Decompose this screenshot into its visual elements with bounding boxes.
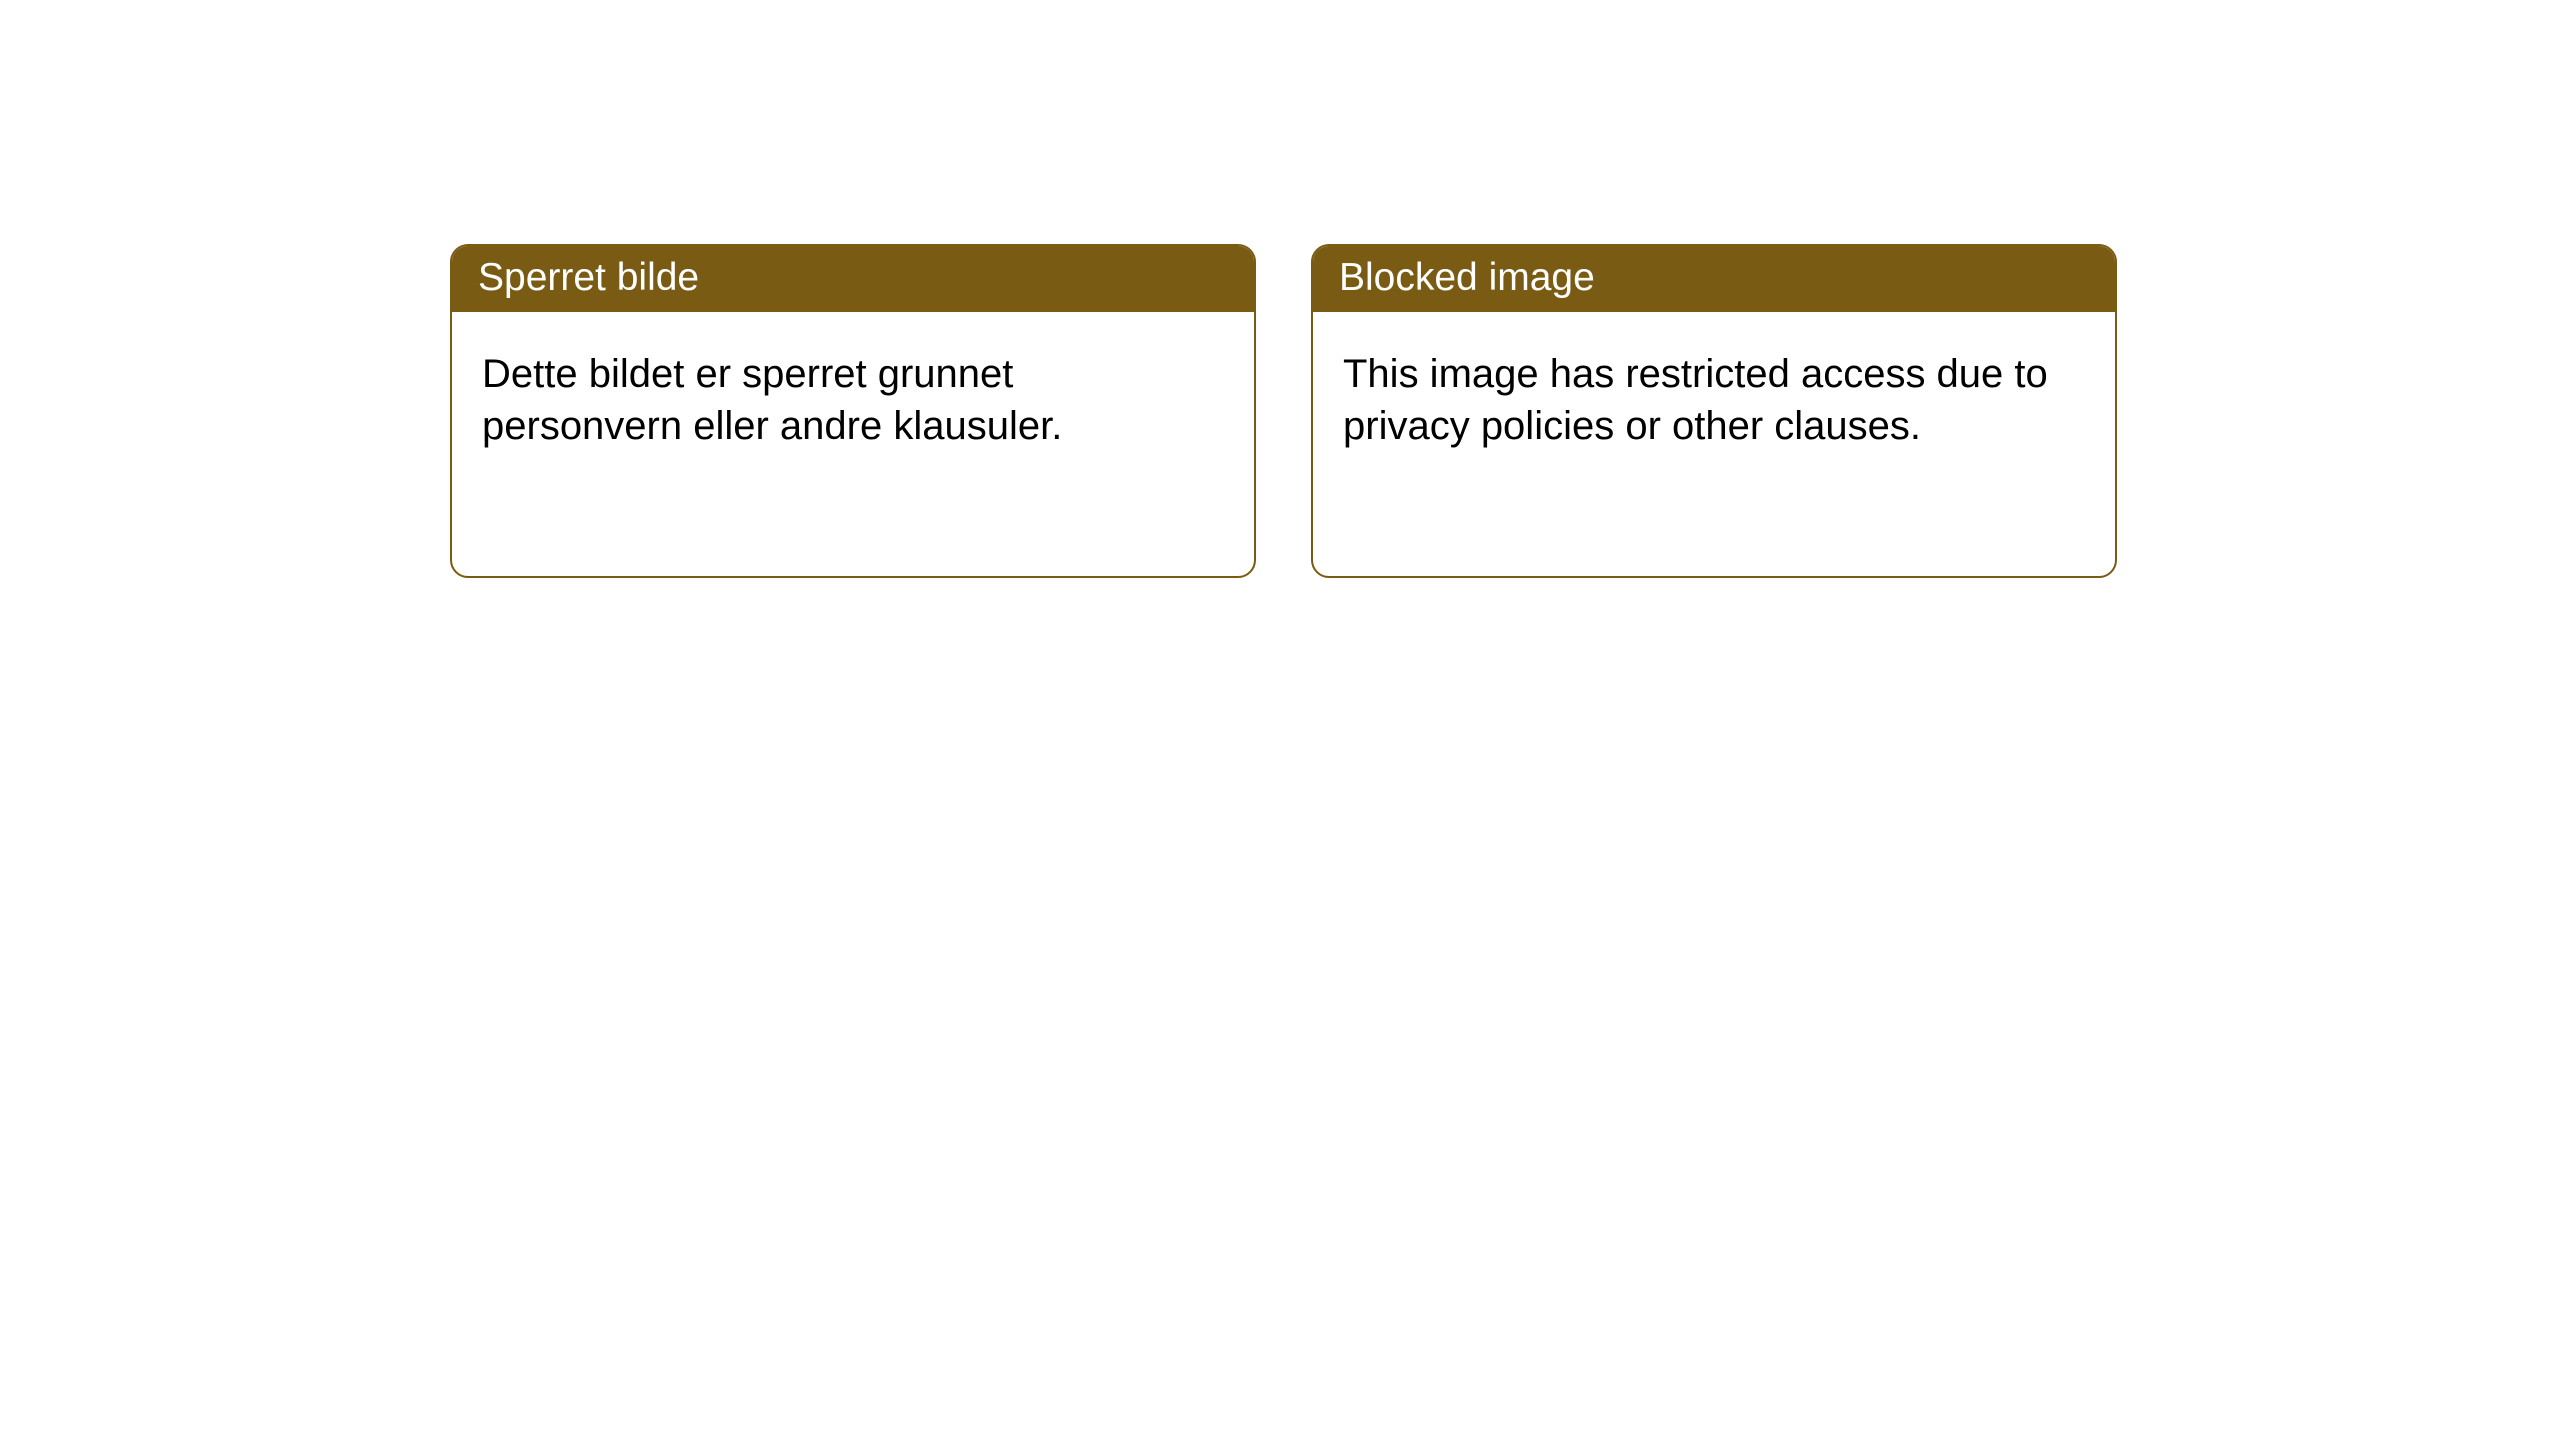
card-header: Sperret bilde: [452, 246, 1254, 312]
cards-container: Sperret bilde Dette bildet er sperret gr…: [450, 244, 2560, 578]
card-body-text: Dette bildet er sperret grunnet personve…: [482, 352, 1062, 448]
blocked-image-card-no: Sperret bilde Dette bildet er sperret gr…: [450, 244, 1256, 578]
card-body: This image has restricted access due to …: [1313, 312, 2115, 488]
card-body: Dette bildet er sperret grunnet personve…: [452, 312, 1254, 488]
card-title: Sperret bilde: [478, 256, 699, 299]
card-header: Blocked image: [1313, 246, 2115, 312]
card-title: Blocked image: [1339, 256, 1595, 299]
card-body-text: This image has restricted access due to …: [1343, 352, 2048, 448]
blocked-image-card-en: Blocked image This image has restricted …: [1311, 244, 2117, 578]
